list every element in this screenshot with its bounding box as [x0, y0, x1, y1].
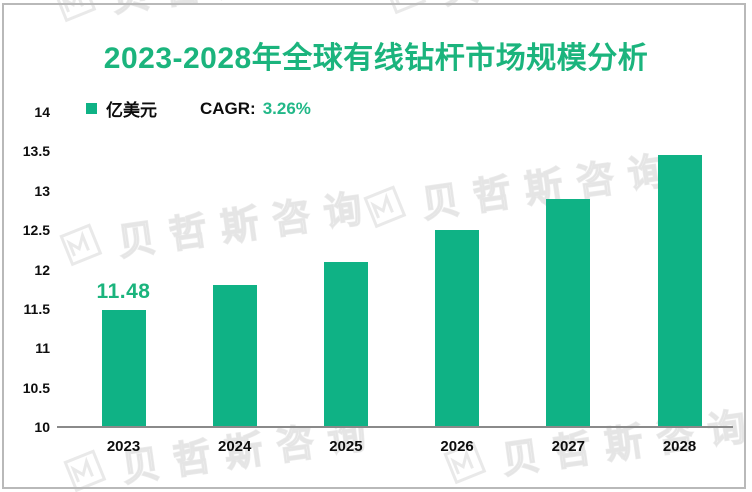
x-axis-tick-label: 2023 — [106, 438, 141, 455]
x-axis-tick-label: 2026 — [440, 438, 474, 455]
watermark-tile: 贝哲斯咨询 — [378, 0, 703, 23]
watermark-m-diamond-logo — [383, 0, 427, 14]
x-axis-line — [57, 426, 733, 428]
watermark-tile: 贝哲斯咨询 — [54, 176, 379, 275]
legend-swatch-icon — [86, 103, 97, 114]
y-axis-tick-label: 13 — [34, 182, 50, 199]
legend-series-label: 亿美元 — [106, 101, 157, 120]
y-axis-tick-label: 10.5 — [22, 379, 50, 396]
x-axis-tick-label: 2028 — [662, 438, 697, 455]
bar-value-label-2023: 11.48 — [96, 280, 151, 304]
watermark-tile: 贝哲斯咨询 — [48, 0, 373, 31]
bar-2028 — [657, 155, 702, 426]
x-axis-tick-label: 2025 — [329, 438, 363, 455]
watermark-text: 贝哲斯咨询 — [438, 0, 703, 14]
x-axis-tick-label: 2024 — [218, 438, 252, 455]
watermark-m-diamond-logo — [53, 0, 97, 22]
bar-2025 — [323, 261, 368, 426]
cagr-value: 3.26% — [262, 98, 311, 118]
watermark-m-diamond-logo — [363, 184, 407, 228]
y-axis-tick-label: 12 — [34, 261, 50, 278]
bar-2024 — [212, 285, 257, 426]
x-axis-tick-label: 2027 — [551, 438, 585, 455]
bar-2026 — [435, 230, 480, 426]
watermark-m-diamond-logo — [59, 222, 103, 266]
legend: 亿美元 CAGR: 3.26% — [86, 96, 311, 121]
y-axis-tick-label: 13.5 — [22, 143, 50, 160]
bar-2027 — [546, 198, 591, 426]
y-axis-tick-label: 14 — [34, 104, 50, 120]
watermark-text: 贝哲斯咨询 — [498, 404, 752, 483]
watermark-text: 贝哲斯咨询 — [108, 0, 373, 22]
y-axis-tick-label: 12.5 — [22, 222, 50, 239]
watermark-text: 贝哲斯咨询 — [114, 186, 379, 265]
cagr-label: CAGR: — [200, 98, 256, 118]
chart-title: 2023-2028年全球有线钻杆市场规模分析 — [103, 42, 649, 75]
y-axis-tick-label: 10 — [34, 419, 50, 435]
y-axis-tick-label: 11.5 — [23, 300, 50, 317]
y-axis-tick-label: 11 — [35, 340, 50, 357]
watermark-tile: 贝哲斯咨询 — [358, 138, 683, 237]
bar-2023 — [101, 310, 146, 426]
